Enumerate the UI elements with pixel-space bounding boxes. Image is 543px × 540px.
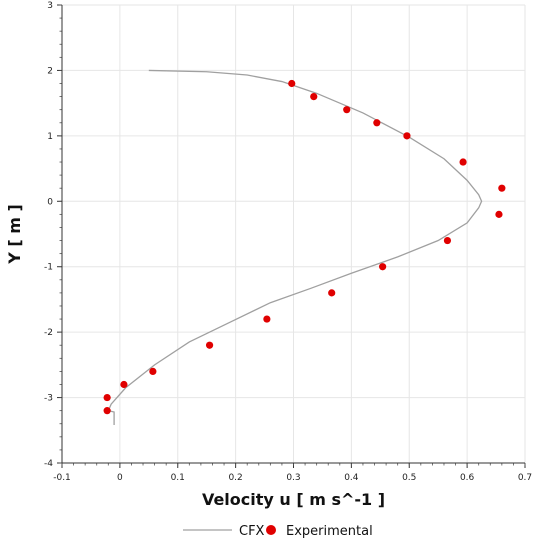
experimental-point	[205, 341, 214, 349]
tick-labels: -0.1 0 0.1 0.2 0.3 0.4 0.5 0.6 0.7 3 2 1 0 -1 -2 -3 -4	[44, 1, 532, 483]
x-tick-label: 0.5	[402, 473, 416, 483]
experimental-point	[288, 79, 296, 88]
series-line-cfx	[107, 69, 483, 426]
experimental-point	[328, 289, 336, 297]
experimental-point	[443, 236, 452, 245]
experimental-point	[103, 393, 111, 402]
experimental-point	[379, 263, 387, 271]
series	[103, 69, 506, 426]
experimental-point	[373, 119, 381, 127]
y-tick-label: -4	[44, 459, 53, 469]
x-tick-label: 0.2	[228, 473, 242, 483]
grid	[61, 4, 526, 464]
experimental-point	[495, 210, 503, 218]
experimental-point	[263, 315, 271, 323]
x-tick-label: 0.6	[460, 473, 475, 483]
experimental-point	[120, 380, 128, 389]
experimental-point	[498, 184, 506, 192]
y-tick-label: 1	[47, 132, 53, 142]
x-tick-label: 0	[117, 473, 123, 483]
experimental-point	[403, 132, 411, 140]
y-tick-label: 2	[47, 66, 53, 76]
experimental-point	[103, 407, 111, 415]
legend-swatch-experimental	[266, 525, 276, 535]
x-tick-label: 0.7	[518, 473, 532, 483]
y-tick-label: -2	[44, 328, 53, 338]
y-tick-label: -3	[44, 394, 53, 404]
x-tick-label: 0.1	[171, 473, 185, 483]
x-tick-label: -0.1	[53, 473, 71, 483]
legend-label-cfx: CFX	[239, 524, 265, 539]
x-tick-label: 0.4	[344, 473, 359, 483]
experimental-point	[310, 93, 318, 101]
legend-label-experimental: Experimental	[286, 524, 373, 539]
y-tick-label: 3	[47, 1, 53, 11]
x-axis-title: Velocity u [ m s^-1 ]	[202, 490, 385, 509]
legend: CFX Experimental	[183, 524, 373, 539]
y-axis-title: Y [ m ]	[5, 204, 24, 265]
axes	[57, 4, 526, 468]
x-tick-label: 0.3	[286, 473, 300, 483]
y-tick-label: 0	[47, 197, 53, 207]
experimental-point	[343, 106, 351, 114]
experimental-point	[459, 158, 467, 166]
y-tick-label: -1	[44, 263, 53, 273]
experimental-point	[149, 367, 157, 375]
